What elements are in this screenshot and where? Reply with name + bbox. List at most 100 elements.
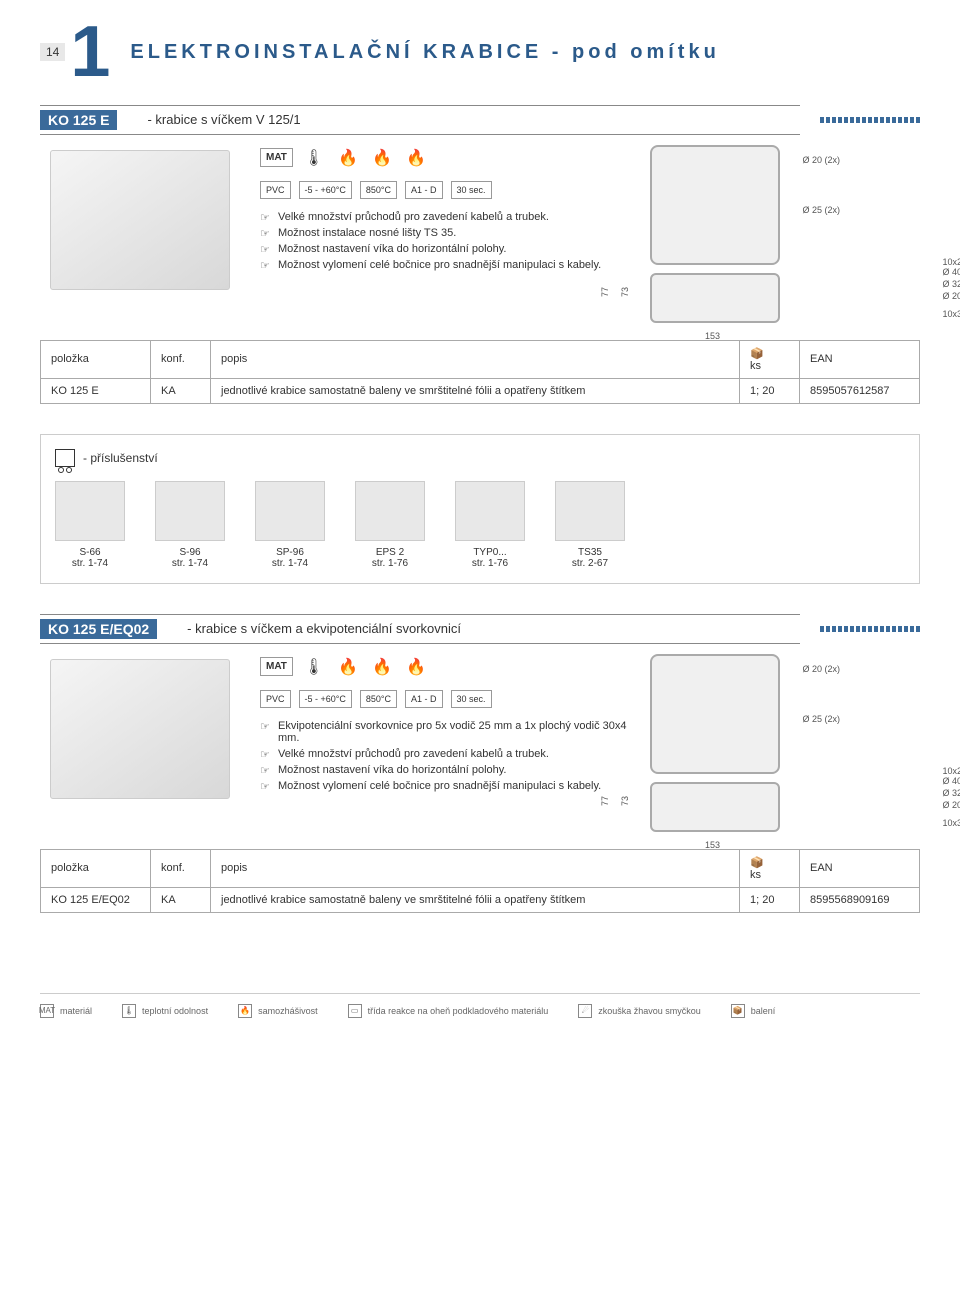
acc-name: SP-96 [255,547,325,558]
legend-text: balení [751,1006,776,1016]
table-row: KO 125 E/EQ02 KA jednotlivé krabice samo… [41,887,920,912]
product-block-2: KO 125 E/EQ02 - krabice s víčkem a ekvip… [40,614,920,913]
legend-icon: ☄ [578,1004,592,1018]
dim: Ø 32 (8x) [942,788,960,798]
stripe-decoration [820,117,920,123]
acc-page: str. 1-74 [255,558,325,569]
th-desc: popis [211,849,740,887]
dim: Ø 32 (8x) [942,279,960,289]
td-conf: KA [151,887,211,912]
acc-image [555,481,625,541]
acc-page: str. 1-74 [55,558,125,569]
chapter-number: 1 [70,20,110,85]
legend-text: teplotní odolnost [142,1006,208,1016]
spec-pvc: PVC [260,690,291,708]
acc-item: TS35str. 2-67 [555,481,625,569]
th-ks: ks [750,360,789,372]
product2-table: položka konf. popis 📦ks EAN KO 125 E/EQ0… [40,849,920,913]
category-title: ELEKTROINSTALAČNÍ KRABICE - pod omítku [130,41,719,64]
acc-title: - příslušenství [83,451,158,465]
th-item: položka [41,849,151,887]
mat-icon: MAT [260,148,293,167]
legend-icon: MAT [40,1004,54,1018]
acc-image [255,481,325,541]
product1-desc: - krabice s víčkem V 125/1 [147,112,300,127]
legend-icon: 🔥 [238,1004,252,1018]
acc-item: EPS 2str. 1-76 [355,481,425,569]
legend-item: ☄ zkouška žhavou smyčkou [578,1004,701,1018]
bullet: Velké množství průchodů pro zavedení kab… [260,746,630,762]
product1-table: položka konf. popis 📦ks EAN KO 125 E KA … [40,340,920,404]
acc-page: str. 2-67 [555,558,625,569]
bullet: Velké množství průchodů pro zavedení kab… [260,209,630,225]
legend: MATmateriál🌡teplotní odolnost🔥samozhášiv… [40,993,920,1018]
legend-icon: 🌡 [122,1004,136,1018]
spec-sec: 30 sec. [451,181,492,199]
flame2-icon: 🔥 [369,654,395,680]
spec-sec: 30 sec. [451,690,492,708]
product2-desc: - krabice s víčkem a ekvipotenciální svo… [187,621,461,636]
cart-icon [55,449,75,467]
legend-icon: ▭ [348,1004,362,1018]
accessories-block: - příslušenství S-66str. 1-74S-96str. 1-… [40,434,920,584]
acc-image [155,481,225,541]
table-row: KO 125 E KA jednotlivé krabice samostatn… [41,378,920,403]
th-ean: EAN [800,340,920,378]
legend-item: MAT materiál [40,1004,92,1018]
td-item: KO 125 E/EQ02 [41,887,151,912]
legend-text: zkouška žhavou smyčkou [598,1006,701,1016]
dim: 77 [600,287,610,297]
acc-name: TYP0... [455,547,525,558]
product2-code: KO 125 E/EQ02 [40,619,157,639]
legend-item: 📦balení [731,1004,776,1018]
box-icon: 📦 [750,856,789,869]
flame-icon: 🔥 [335,654,361,680]
acc-image [55,481,125,541]
dim: Ø 25 (2x) [802,205,840,215]
legend-item: 🌡 teplotní odolnost [122,1004,208,1018]
bullet: Možnost instalace nosné lišty TS 35. [260,225,630,241]
acc-name: TS35 [555,547,625,558]
product-block-1: KO 125 E - krabice s víčkem V 125/1 MAT … [40,105,920,404]
page-header: 14 1 ELEKTROINSTALAČNÍ KRABICE - pod omí… [40,20,920,85]
mat-icon: MAT [260,657,293,676]
product2-bullets: Ekvipotenciální svorkovnice pro 5x vodič… [260,718,630,794]
td-item: KO 125 E [41,378,151,403]
bullet: Možnost vylomení celé bočnice pro snadně… [260,257,630,273]
flame2-icon: 🔥 [369,145,395,171]
th-item: položka [41,340,151,378]
acc-item: TYP0...str. 1-76 [455,481,525,569]
flame-icon: 🔥 [335,145,361,171]
acc-name: EPS 2 [355,547,425,558]
legend-text: materiál [60,1006,92,1016]
acc-item: SP-96str. 1-74 [255,481,325,569]
dim: 73 [620,796,630,806]
spec-pvc: PVC [260,181,291,199]
td-ean: 8595568909169 [800,887,920,912]
acc-name: S-96 [155,547,225,558]
dim: 10x30 (12x) [942,309,960,319]
stripe-decoration [820,626,920,632]
td-ean: 8595057612587 [800,378,920,403]
dim: 73 [620,287,630,297]
product1-image [40,145,240,295]
th-ean: EAN [800,849,920,887]
th-ks: ks [750,869,789,881]
td-desc: jednotlivé krabice samostatně baleny ve … [211,887,740,912]
acc-page: str. 1-74 [155,558,225,569]
td-desc: jednotlivé krabice samostatně baleny ve … [211,378,740,403]
spec-fire: 850°C [360,690,397,708]
product1-bullets: Velké množství průchodů pro zavedení kab… [260,209,630,273]
acc-item: S-66str. 1-74 [55,481,125,569]
box-icon: 📦 [750,347,789,360]
dim: Ø 40 (8x) [942,776,960,786]
legend-text: třída reakce na oheň podkladového materi… [368,1006,549,1016]
product1-diagram: Ø 20 (2x) Ø 25 (2x) 77 73 10x20 (8x) Ø 4… [650,145,920,325]
dim: Ø 20 (2x) [802,664,840,674]
dim: Ø 25 (2x) [802,714,840,724]
dim: Ø 20 (2x) [802,155,840,165]
bullet: Možnost nastavení víka do horizontální p… [260,762,630,778]
bullet: Možnost nastavení víka do horizontální p… [260,241,630,257]
flame3-icon: 🔥 [403,654,429,680]
td-ks: 1; 20 [740,378,800,403]
